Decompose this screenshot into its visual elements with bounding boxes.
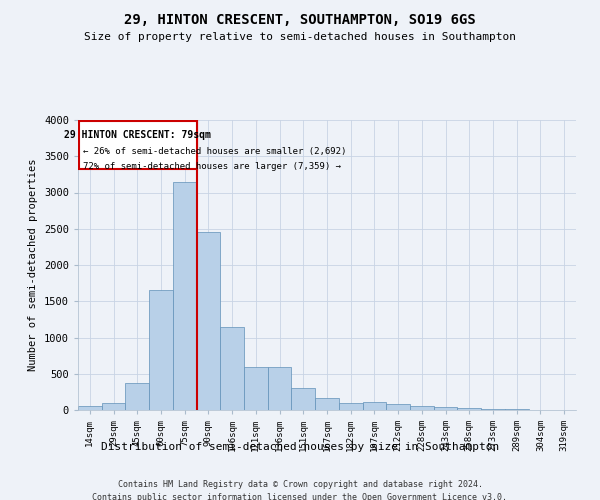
Text: ← 26% of semi-detached houses are smaller (2,692): ← 26% of semi-detached houses are smalle… — [83, 147, 346, 156]
Bar — [197, 232, 220, 410]
Bar — [244, 366, 268, 410]
Text: Size of property relative to semi-detached houses in Southampton: Size of property relative to semi-detach… — [84, 32, 516, 42]
Bar — [410, 406, 434, 410]
Bar — [315, 398, 339, 410]
Bar — [457, 408, 481, 410]
Bar — [386, 404, 410, 410]
Text: Contains HM Land Registry data © Crown copyright and database right 2024.: Contains HM Land Registry data © Crown c… — [118, 480, 482, 489]
Bar — [125, 383, 149, 410]
Bar — [149, 290, 173, 410]
Bar — [79, 122, 197, 168]
Bar — [173, 182, 197, 410]
Text: 72% of semi-detached houses are larger (7,359) →: 72% of semi-detached houses are larger (… — [83, 162, 341, 171]
Y-axis label: Number of semi-detached properties: Number of semi-detached properties — [28, 159, 38, 371]
Text: Distribution of semi-detached houses by size in Southampton: Distribution of semi-detached houses by … — [101, 442, 499, 452]
Bar — [102, 403, 125, 410]
Text: 29 HINTON CRESCENT: 79sqm: 29 HINTON CRESCENT: 79sqm — [64, 130, 211, 140]
Bar — [78, 406, 102, 410]
Text: 29, HINTON CRESCENT, SOUTHAMPTON, SO19 6GS: 29, HINTON CRESCENT, SOUTHAMPTON, SO19 6… — [124, 12, 476, 26]
Bar — [220, 326, 244, 410]
Bar — [339, 403, 362, 410]
Bar — [268, 366, 292, 410]
Bar — [292, 388, 315, 410]
Bar — [434, 407, 457, 410]
Bar — [362, 402, 386, 410]
Text: Contains public sector information licensed under the Open Government Licence v3: Contains public sector information licen… — [92, 492, 508, 500]
